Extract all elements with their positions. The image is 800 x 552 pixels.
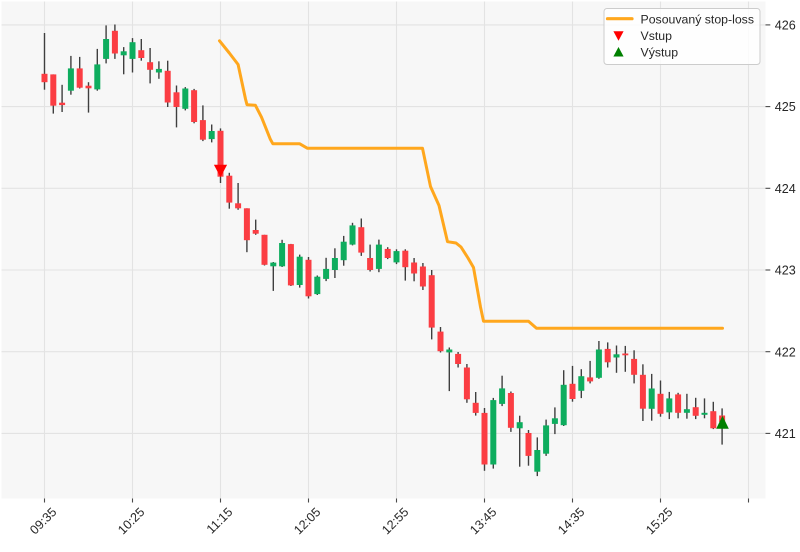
svg-text:Posouvaný stop-loss: Posouvaný stop-loss	[641, 12, 754, 26]
svg-text:12:05: 12:05	[291, 505, 323, 537]
svg-text:421: 421	[775, 427, 796, 441]
svg-text:09:35: 09:35	[27, 505, 59, 537]
svg-text:422: 422	[775, 345, 796, 359]
svg-text:13:45: 13:45	[467, 505, 499, 537]
svg-text:Výstup: Výstup	[641, 46, 679, 60]
svg-text:11:15: 11:15	[204, 505, 236, 537]
svg-text:Vstup: Vstup	[641, 29, 673, 43]
svg-text:10:25: 10:25	[115, 505, 147, 537]
svg-text:12:55: 12:55	[379, 505, 411, 537]
svg-text:426: 426	[775, 19, 796, 33]
svg-text:15:25: 15:25	[643, 505, 675, 537]
svg-text:14:35: 14:35	[555, 505, 587, 537]
svg-text:424: 424	[775, 182, 796, 196]
svg-text:425: 425	[775, 100, 796, 114]
svg-text:423: 423	[775, 264, 796, 278]
